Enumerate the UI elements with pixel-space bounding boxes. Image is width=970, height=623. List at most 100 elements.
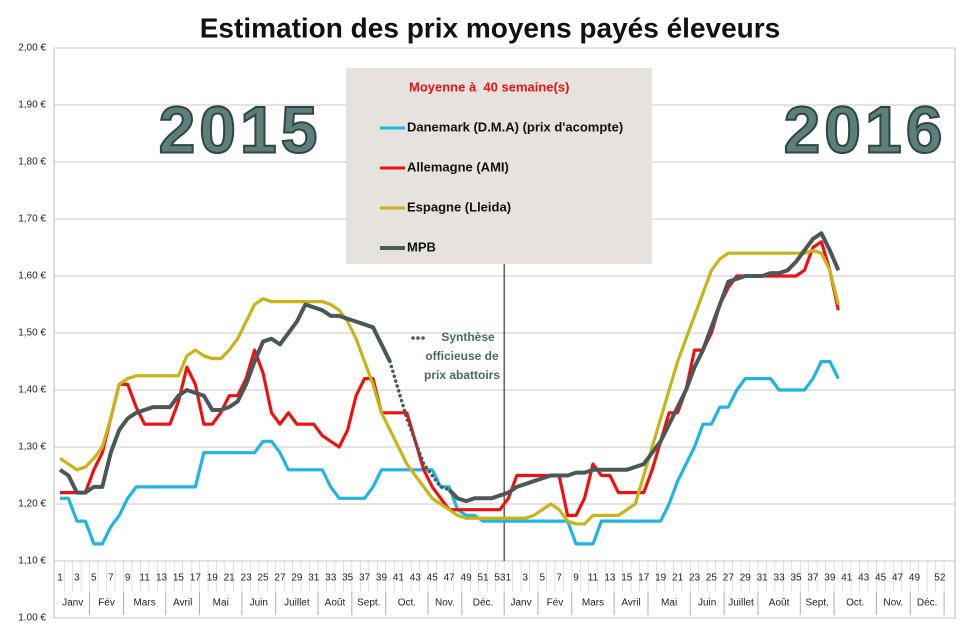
legend-label: MPB xyxy=(407,239,436,254)
y-tick-label: 1,30 € xyxy=(18,442,46,453)
x-tick-label: 15 xyxy=(621,573,633,584)
x-tick-label: 25 xyxy=(257,573,269,584)
series-line xyxy=(58,231,841,504)
month-label: Sept. xyxy=(357,598,380,609)
y-tick-label: 1,40 € xyxy=(18,385,46,396)
month-label: Sept. xyxy=(805,598,828,609)
synthese-line xyxy=(388,359,451,492)
x-tick-label: 37 xyxy=(359,573,371,584)
y-tick-label: 1.00 € xyxy=(18,613,46,623)
x-tick-label: 13 xyxy=(156,573,168,584)
x-tick-label: 41 xyxy=(841,573,853,584)
legend-label: Allemagne (AMI) xyxy=(407,159,509,174)
month-label: Fév xyxy=(98,598,115,609)
x-tick-label: 23 xyxy=(241,573,253,584)
annotation-dot xyxy=(411,336,415,340)
x-tick-label: 3 xyxy=(74,573,80,584)
y-tick-label: 1,80 € xyxy=(18,157,46,168)
month-label: Oct. xyxy=(398,598,416,609)
x-tick-label: 11 xyxy=(588,573,599,584)
x-tick-label: 49 xyxy=(461,573,473,584)
x-tick-label: 3 xyxy=(523,573,529,584)
year-label: 2015 xyxy=(159,92,322,166)
series-line xyxy=(60,359,840,546)
annotation: Synthèse xyxy=(441,330,495,344)
x-tick-label: 33 xyxy=(325,573,337,584)
x-tick-label: 1 xyxy=(506,573,512,584)
month-label: Oct. xyxy=(846,598,864,609)
x-tick-label: 37 xyxy=(807,573,819,584)
x-tick-label: 27 xyxy=(723,573,735,584)
month-label: Déc. xyxy=(473,598,494,609)
month-label: Déc. xyxy=(917,598,938,609)
x-tick-label: 17 xyxy=(190,573,202,584)
x-tick-label: 7 xyxy=(556,573,562,584)
legend-label: Espagne (Lleida) xyxy=(407,199,511,214)
y-tick-label: 1,90 € xyxy=(18,100,46,111)
x-tick-label: 21 xyxy=(224,573,236,584)
month-label: Août xyxy=(325,598,346,609)
x-tick-label: 35 xyxy=(342,573,354,584)
legend-title: Moyenne à 40 semaine(s) xyxy=(409,79,569,94)
x-tick-label: 23 xyxy=(689,573,701,584)
x-tick-label: 52 xyxy=(934,573,946,584)
x-tick-label: 47 xyxy=(892,573,904,584)
x-tick-label: 15 xyxy=(173,573,185,584)
y-tick-label: 1,20 € xyxy=(18,499,46,510)
x-tick-label: 49 xyxy=(909,573,921,584)
x-tick-label: 27 xyxy=(274,573,286,584)
y-tick-label: 1,70 € xyxy=(18,214,46,225)
month-label: Avril xyxy=(621,598,640,609)
x-tick-label: 25 xyxy=(706,573,718,584)
month-label: Nov. xyxy=(435,598,455,609)
legend-box xyxy=(346,68,652,264)
y-tick-label: 1,60 € xyxy=(18,271,46,282)
month-label: Mai xyxy=(661,598,677,609)
annotation: prix abattoirs xyxy=(424,368,500,382)
month-label: Juillet xyxy=(284,598,310,609)
month-label: Mai xyxy=(213,598,229,609)
x-tick-label: 39 xyxy=(376,573,388,584)
x-tick-label: 5 xyxy=(539,573,545,584)
x-tick-label: 53 xyxy=(494,573,506,584)
chart-title: Estimation des prix moyens payés éleveur… xyxy=(200,12,780,43)
month-label: Mars xyxy=(133,598,155,609)
month-label: Janv xyxy=(511,598,532,609)
y-tick-label: 1,50 € xyxy=(18,328,46,339)
month-label: Mars xyxy=(582,598,604,609)
annotation-dot xyxy=(421,336,425,340)
annotation: officieuse de xyxy=(425,349,499,363)
x-tick-label: 1 xyxy=(57,573,63,584)
x-tick-label: 19 xyxy=(655,573,667,584)
month-label: Avril xyxy=(173,598,192,609)
month-label: Nov. xyxy=(883,598,903,609)
x-tick-label: 9 xyxy=(573,573,579,584)
legend-label: Danemark (D.M.A) (prix d'acompte) xyxy=(407,119,623,134)
x-tick-label: 31 xyxy=(757,573,769,584)
x-tick-label: 43 xyxy=(410,573,422,584)
x-tick-label: 29 xyxy=(291,573,303,584)
x-tick-label: 29 xyxy=(740,573,752,584)
x-tick-label: 45 xyxy=(427,573,439,584)
month-label: Août xyxy=(769,598,790,609)
annotation-dot xyxy=(416,336,420,340)
x-tick-label: 13 xyxy=(604,573,616,584)
y-tick-label: 2,00 € xyxy=(18,43,46,54)
month-label: Janv xyxy=(62,598,83,609)
x-tick-label: 5 xyxy=(91,573,97,584)
year-label: 2016 xyxy=(784,92,947,166)
x-tick-label: 21 xyxy=(672,573,684,584)
x-tick-label: 11 xyxy=(139,573,150,584)
x-tick-label: 51 xyxy=(477,573,489,584)
x-tick-label: 33 xyxy=(774,573,786,584)
x-tick-label: 39 xyxy=(824,573,836,584)
series-line xyxy=(59,248,840,526)
x-tick-label: 47 xyxy=(444,573,456,584)
x-tick-label: 35 xyxy=(790,573,802,584)
x-tick-label: 9 xyxy=(125,573,131,584)
x-tick-label: 19 xyxy=(207,573,219,584)
x-tick-label: 17 xyxy=(638,573,650,584)
x-tick-label: 7 xyxy=(108,573,114,584)
x-tick-label: 43 xyxy=(858,573,870,584)
month-label: Juin xyxy=(698,598,716,609)
